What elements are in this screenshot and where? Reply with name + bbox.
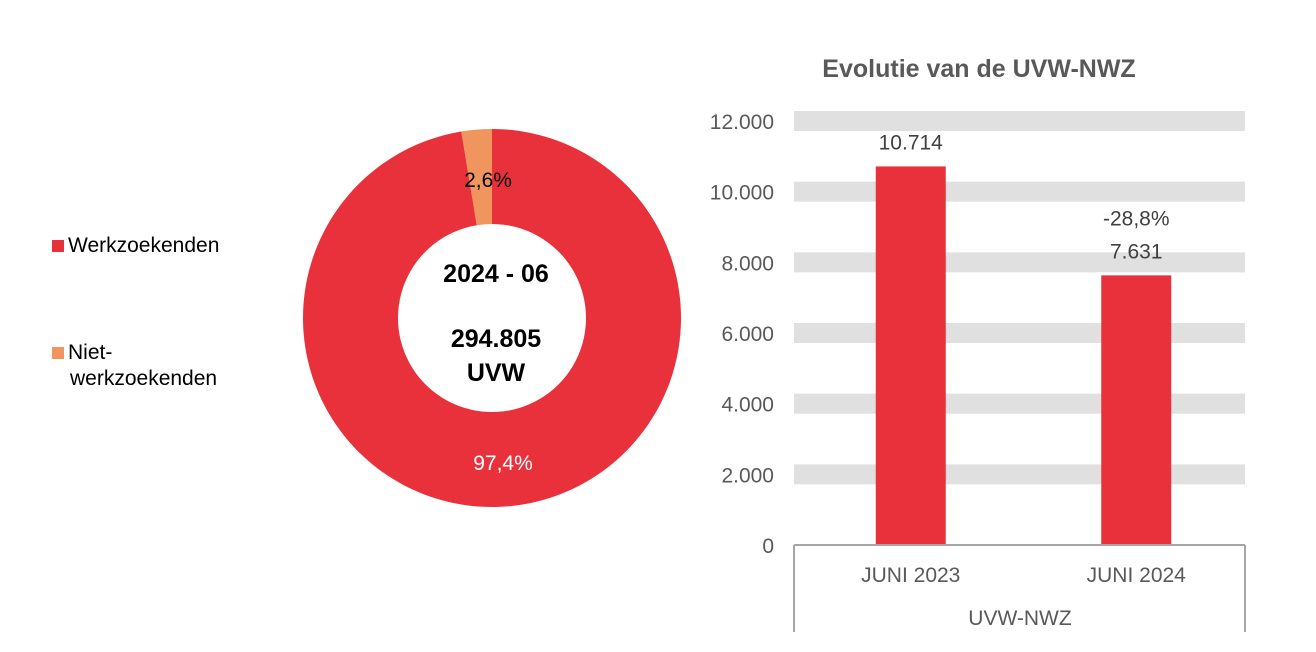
bar-change-label: -28,8% [1103,207,1170,230]
donut-slice [461,129,492,226]
legend-label: Werkzoekenden [68,234,220,257]
y-tick-label: 10.000 [710,182,774,205]
legend-item-niet-werkzoekenden: Niet- werkzoekenden [52,340,217,392]
gridline-band [794,111,1245,131]
legend-swatch [52,347,64,359]
y-tick-label: 6.000 [721,323,774,346]
slice-label: 2,6% [464,169,512,192]
bar-data-label: 7.631 [1110,240,1163,263]
donut-center-period: 2024 - 06 [443,260,549,288]
y-tick-label: 8.000 [721,252,774,275]
x-tick-label: JUNI 2024 [1087,564,1187,587]
y-tick-label: 4.000 [721,394,774,417]
legend-label: werkzoekenden [70,367,218,390]
x-group-label: UVW-NWZ [968,607,1072,630]
chart-title: Evolutie van de UVW-NWZ [822,55,1135,83]
bar [1101,275,1172,545]
y-tick-label: 12.000 [710,111,774,134]
gridline-band [794,252,1245,273]
x-tick-label: JUNI 2023 [861,564,960,587]
slice-label: 97,4% [473,452,533,475]
donut-center-unit: UVW [467,359,526,387]
gridline-band [794,181,1245,202]
gridline-band [794,323,1245,343]
gridline-band [794,464,1245,485]
bar-data-label: 10.714 [879,131,944,154]
bar [875,166,946,545]
legend-swatch [52,240,64,252]
y-tick-label: 2.000 [721,464,774,487]
y-tick-label: 0 [762,535,774,558]
donut-slice [302,129,681,508]
gridline-band [794,393,1245,414]
legend-item-werkzoekenden: Werkzoekenden [52,233,219,259]
legend-label: Niet- [68,341,113,364]
donut-center-total: 294.805 [451,325,541,353]
